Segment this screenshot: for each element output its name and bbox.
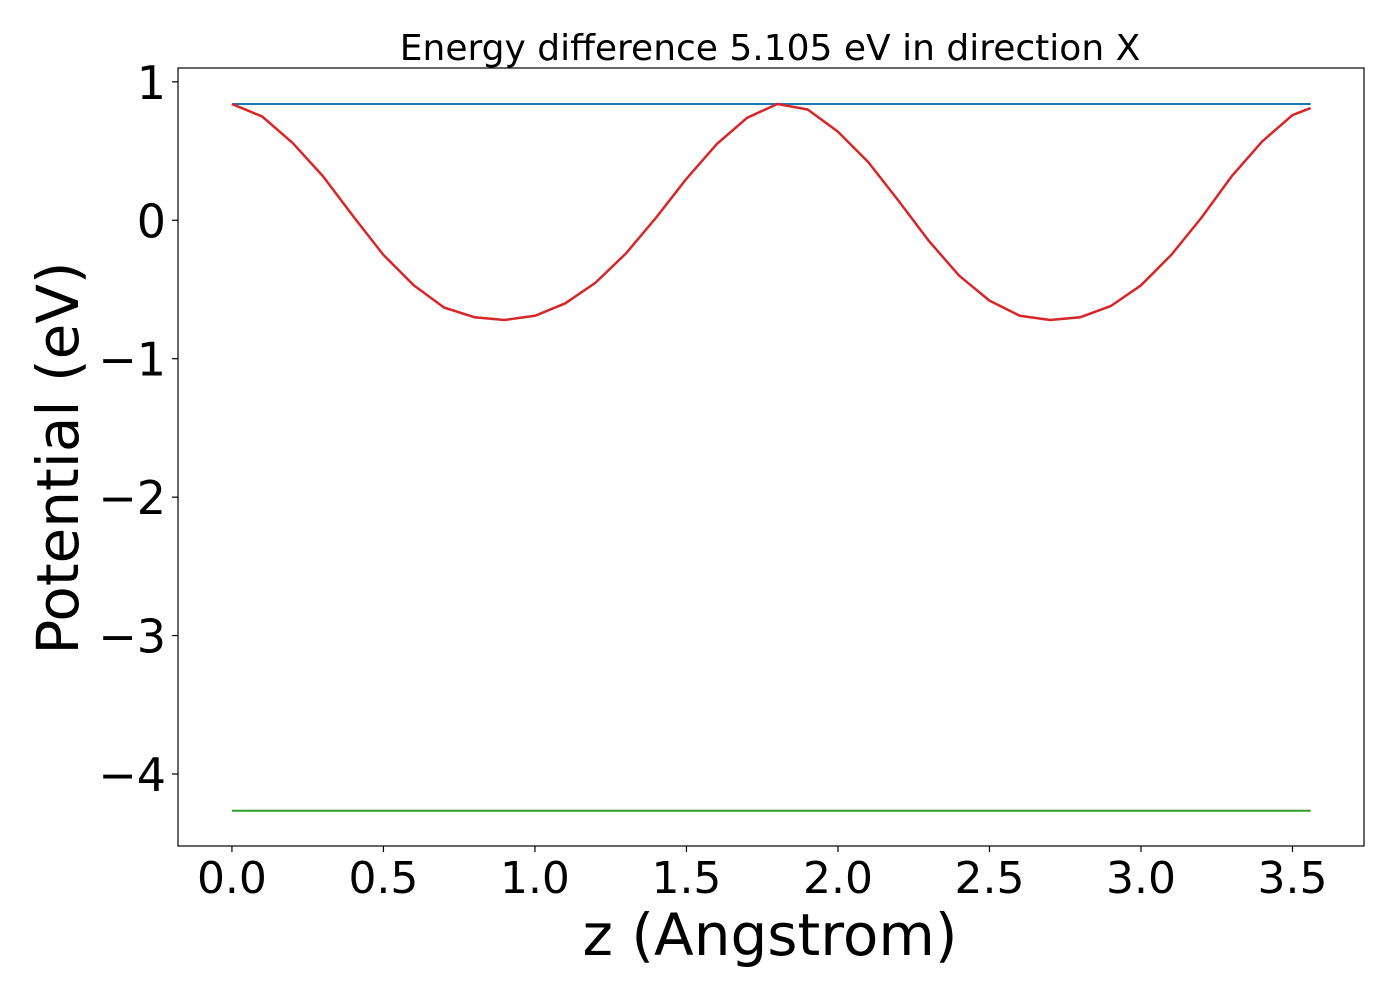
x-tick-label: 2.5 — [954, 853, 1024, 904]
plot-lines — [231, 102, 1312, 812]
y-tick-label: −1 — [98, 333, 166, 387]
series-line-0 — [231, 102, 1312, 322]
x-tick-label: 0.5 — [348, 853, 418, 904]
y-tick-label: −4 — [98, 748, 166, 802]
y-tick-label: −3 — [98, 610, 166, 664]
x-axis-label: z (Angstrom) — [583, 901, 958, 969]
plot-frame — [177, 67, 1365, 847]
y-axis-label: Potential (eV) — [24, 261, 92, 654]
y-tick-label: 1 — [137, 56, 166, 110]
y-tick-label: −2 — [98, 471, 166, 525]
x-tick-label: 0.0 — [197, 853, 267, 904]
x-tick-label: 3.0 — [1106, 853, 1176, 904]
x-tick-label: 1.0 — [500, 853, 570, 904]
x-tick-label: 2.0 — [803, 853, 873, 904]
x-ticks: 0.0 0.5 1.0 1.5 2.0 2.5 3.0 3.5 — [197, 846, 1327, 904]
x-tick-label: 1.5 — [651, 853, 721, 904]
x-tick-label: 3.5 — [1257, 853, 1327, 904]
y-ticks: 1 0 −1 −2 −3 −4 — [98, 56, 178, 802]
chart-title: Energy difference 5.105 eV in direction … — [400, 28, 1141, 69]
y-tick-label: 0 — [137, 194, 166, 248]
